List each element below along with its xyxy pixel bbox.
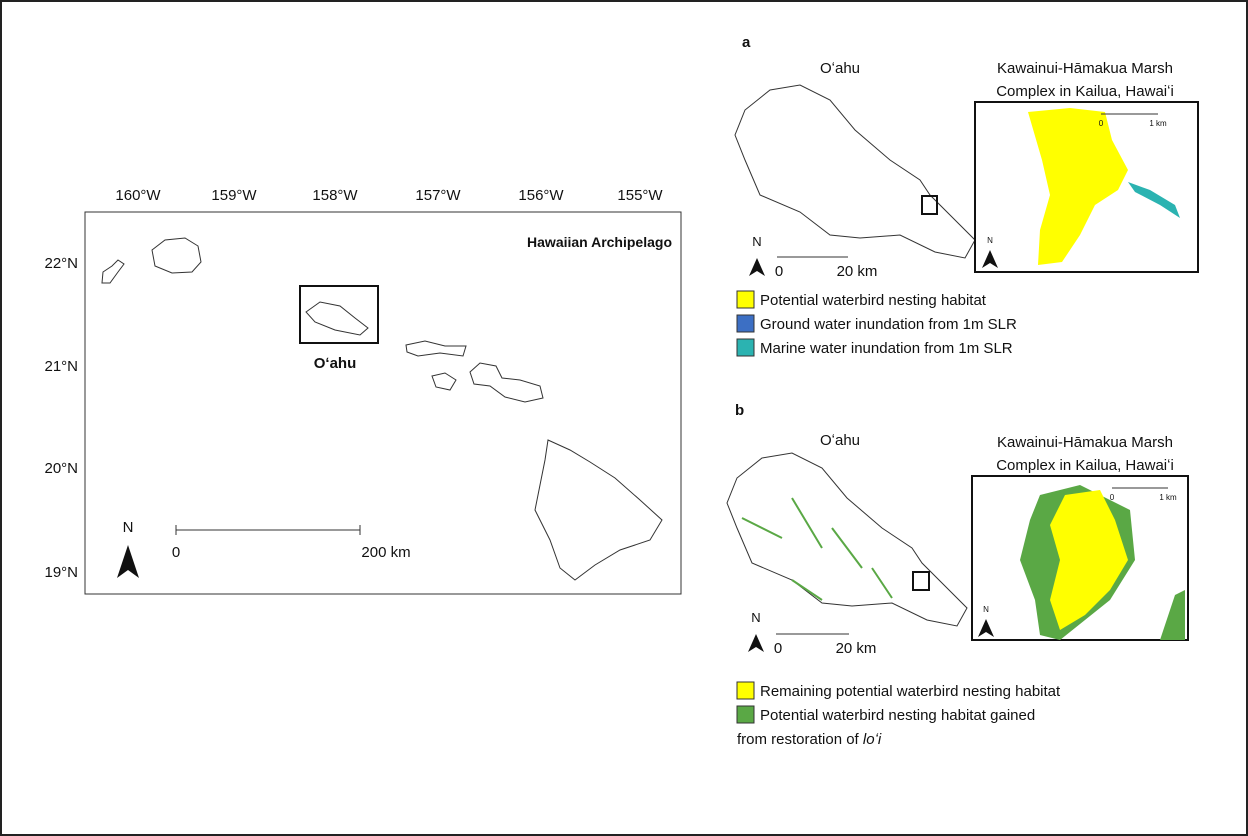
marsh-habitat xyxy=(1028,108,1128,265)
legend-label-part: from restoration of xyxy=(737,731,863,748)
marsh-box xyxy=(921,195,938,215)
map-title: Hawaiian Archipelago xyxy=(527,234,672,250)
marine-inundation xyxy=(1128,182,1180,218)
scale-label: 0 xyxy=(172,544,180,561)
inset-scale-label: 0 xyxy=(1110,493,1115,502)
inset-title: Kawainui-Hāmakua Marsh xyxy=(997,434,1173,451)
inset-scale-label: 1 km xyxy=(1159,493,1177,502)
longitude-label: 160°W xyxy=(115,187,161,204)
restoration-area xyxy=(741,497,893,601)
legend-swatch xyxy=(736,681,755,700)
panel-a: a Oʻahu Kawainui-Hāmakua Marsh Complex i… xyxy=(734,34,1199,357)
island xyxy=(305,301,369,336)
island xyxy=(405,340,467,357)
legend-label-italic: loʻi xyxy=(863,731,882,748)
longitude-label: 159°W xyxy=(211,187,257,204)
inset-north-label: N xyxy=(987,236,993,245)
panel-label: b xyxy=(735,402,744,419)
oahu-label: Oʻahu xyxy=(314,355,357,372)
scale-label: 200 km xyxy=(361,544,410,561)
marsh-box xyxy=(912,571,930,591)
island-title: Oʻahu xyxy=(820,432,860,449)
inset-scale-label: 0 xyxy=(1099,119,1104,128)
latitude-label: 19°N xyxy=(44,564,78,581)
panel-label: a xyxy=(742,34,751,51)
legend-label: Remaining potential waterbird nesting ha… xyxy=(760,683,1061,700)
legend-swatch xyxy=(736,705,755,724)
north-arrow xyxy=(749,258,765,276)
island xyxy=(151,237,202,274)
latitude-label: 22°N xyxy=(44,255,78,272)
latitude-label: 21°N xyxy=(44,358,78,375)
archipelago-map: 160°W 159°W 158°W 157°W 156°W 155°W 22°N… xyxy=(44,187,682,595)
panel-b: b Oʻahu Kawainui-Hāmakua Marsh Complex i… xyxy=(726,402,1189,748)
legend-swatch xyxy=(736,338,755,357)
island-title: Oʻahu xyxy=(820,60,860,77)
legend-swatch xyxy=(736,290,755,309)
inset-title: Complex in Kailua, Hawaiʻi xyxy=(996,83,1174,100)
longitude-label: 157°W xyxy=(415,187,461,204)
inset-north-label: N xyxy=(983,605,989,614)
north-label: N xyxy=(752,234,761,249)
longitude-label: 155°W xyxy=(617,187,663,204)
gained-habitat xyxy=(1160,590,1185,640)
latitude-label: 20°N xyxy=(44,460,78,477)
oahu-box xyxy=(299,285,379,344)
legend-label: Marine water inundation from 1m SLR xyxy=(760,340,1013,357)
inset-scale-label: 1 km xyxy=(1149,119,1167,128)
longitude-label: 158°W xyxy=(312,187,358,204)
scale-label: 20 km xyxy=(836,640,877,657)
oahu-outline xyxy=(726,452,968,627)
island xyxy=(469,362,544,403)
island xyxy=(101,259,125,284)
legend-label: Ground water inundation from 1m SLR xyxy=(760,316,1017,333)
longitude-label: 156°W xyxy=(518,187,564,204)
inset-title: Complex in Kailua, Hawaiʻi xyxy=(996,457,1174,474)
legend-label: Potential waterbird nesting habitat gain… xyxy=(760,707,1035,724)
scale-label: 20 km xyxy=(837,263,878,280)
island xyxy=(534,439,663,581)
north-label: N xyxy=(751,610,760,625)
inset-title: Kawainui-Hāmakua Marsh xyxy=(997,60,1173,77)
legend-swatch xyxy=(736,314,755,333)
scale-label: 0 xyxy=(775,263,783,280)
legend-label: Potential waterbird nesting habitat xyxy=(760,292,987,309)
north-label: N xyxy=(123,519,134,536)
island xyxy=(431,372,457,391)
legend-label: from restoration of loʻi xyxy=(737,731,882,748)
oahu-outline xyxy=(734,84,976,259)
scale-label: 0 xyxy=(774,640,782,657)
north-arrow xyxy=(748,634,764,652)
remaining-habitat xyxy=(1050,490,1128,630)
